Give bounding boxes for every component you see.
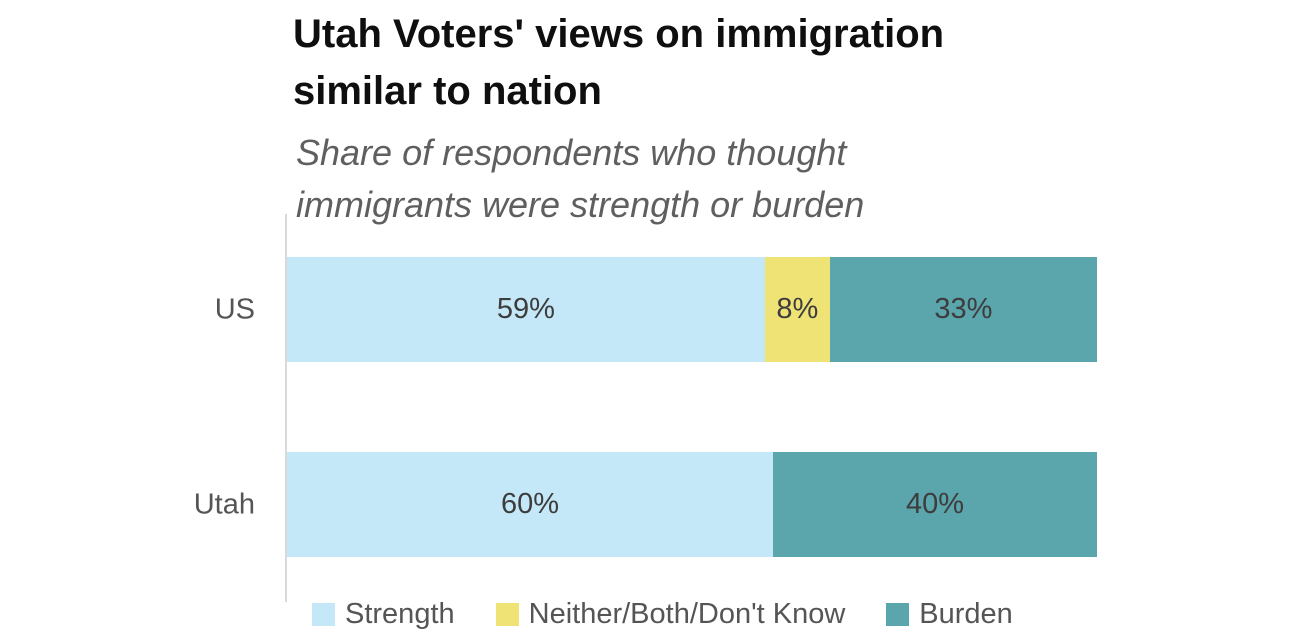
category-label: US xyxy=(214,293,255,325)
y-axis-line xyxy=(285,214,287,602)
legend-label-strength: Strength xyxy=(345,598,455,630)
legend: Strength Neither/Both/Don't Know Burden xyxy=(312,598,1013,631)
chart-title: Utah Voters' views on immigration simila… xyxy=(293,12,945,113)
category-label: Utah xyxy=(193,488,255,520)
legend-item-strength: Strength xyxy=(312,598,455,631)
bar-row: Utah 60% 40% xyxy=(194,452,1097,557)
bar-segment-strength: 59% xyxy=(287,257,765,362)
bar-segment-burden: 40% xyxy=(773,452,1097,557)
legend-swatch-strength xyxy=(312,603,335,626)
legend-item-neither-both-don-t-know: Neither/Both/Don't Know xyxy=(495,598,846,631)
stacked-bar: 60% 40% xyxy=(287,452,1097,557)
bar-segment-neither-both-don-t-know: 8% xyxy=(764,257,830,362)
bar-row: US 59% 8% 33% xyxy=(215,257,1097,362)
legend-swatch-neither-both-don-t-know xyxy=(495,603,519,626)
legend-label-neither-both-don-t-know: Neither/Both/Don't Know xyxy=(528,598,846,630)
legend-label-burden: Burden xyxy=(919,598,1013,630)
bar-segment-burden: 33% xyxy=(829,257,1097,362)
legend-swatch-burden xyxy=(886,603,910,626)
plot-area: US 59% 8% 33% Utah 60% 40% xyxy=(194,257,1097,557)
legend-item-burden: Burden xyxy=(886,598,1013,631)
bar-segment-strength: 60% xyxy=(287,452,773,557)
chart-subtitle: Share of respondents who thought immigra… xyxy=(296,132,865,225)
stacked-bar: 59% 8% 33% xyxy=(287,257,1097,362)
